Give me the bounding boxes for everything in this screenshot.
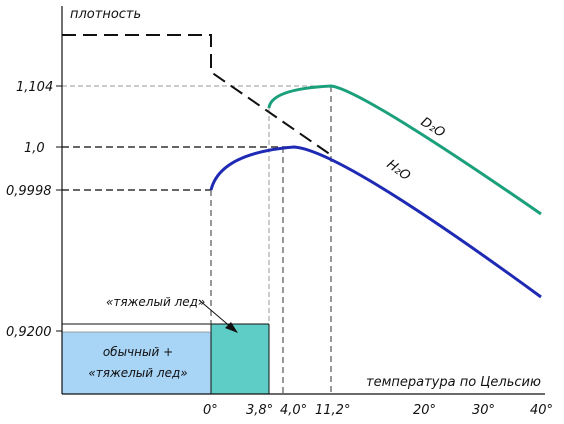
heavy-ice-annotation: «тяжелый лед» (106, 295, 205, 309)
guide-lines (62, 85, 332, 394)
y-tick-label-09998: 0,9998 (6, 184, 52, 199)
x-axis-title: температура по Цельсию (366, 375, 541, 390)
y-axis-title: плотность (70, 7, 141, 22)
y-tick-label-1104: 1,104 (16, 80, 53, 95)
region-heavy-ice (211, 324, 269, 394)
region-label-line-1: обычный + (103, 345, 173, 359)
annotation-arrowhead (225, 322, 238, 333)
x-tick-label-0: 0° (203, 403, 218, 418)
region-ordinary-plus-heavy-ice (62, 332, 211, 394)
h2o-density-curve (209, 145, 542, 299)
x-tick-label-40: 4,0° (280, 403, 307, 418)
x-tick-label-40deg: 40° (530, 403, 553, 418)
x-tick-label-112: 11,2° (315, 403, 350, 418)
annotation-arrow-line (198, 299, 233, 329)
x-tick-label-38: 3,8° (246, 403, 273, 418)
x-tick-label-30: 30° (472, 403, 495, 418)
series-label-d2o: D₂O (418, 115, 448, 141)
y-tick-label-09200: 0,9200 (6, 325, 52, 340)
x-tick-label-20: 20° (413, 403, 436, 418)
y-tick-label-10: 1,0 (24, 141, 45, 156)
series-label-h2o: H₂O (384, 157, 413, 184)
region-label-line-2: «тяжелый лед» (88, 366, 187, 380)
heavy-ice-density-line (62, 34, 332, 156)
d2o-density-curve (267, 84, 542, 216)
